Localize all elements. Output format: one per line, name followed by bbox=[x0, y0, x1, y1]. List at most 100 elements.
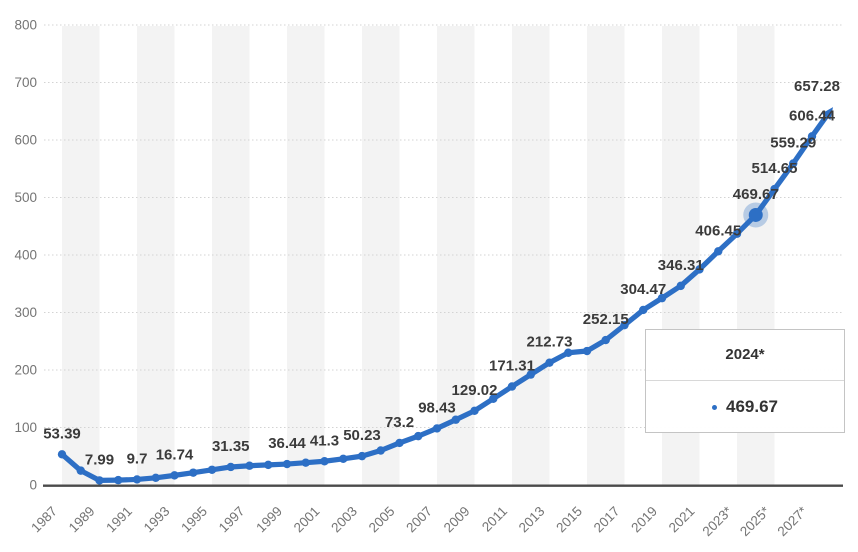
data-point[interactable] bbox=[507, 382, 517, 391]
x-axis-tick: 2003 bbox=[328, 504, 360, 536]
data-point[interactable] bbox=[545, 358, 554, 367]
data-point[interactable] bbox=[264, 460, 273, 470]
data-point[interactable] bbox=[414, 431, 423, 441]
x-axis-tick: 1989 bbox=[66, 504, 98, 536]
data-point[interactable] bbox=[57, 450, 67, 459]
data-point[interactable] bbox=[226, 462, 235, 472]
x-axis-tick: 2007 bbox=[403, 504, 435, 536]
data-point[interactable] bbox=[657, 293, 667, 303]
y-axis-label: 600 bbox=[14, 133, 37, 148]
data-label: 9.7 bbox=[127, 450, 148, 467]
data-point[interactable] bbox=[620, 320, 629, 330]
x-axis-tick: 2023* bbox=[700, 503, 736, 539]
x-axis-tick: 2017 bbox=[591, 504, 623, 536]
y-axis-label: 400 bbox=[14, 248, 37, 263]
y-axis-label: 200 bbox=[14, 363, 37, 378]
data-label: 406.45 bbox=[695, 222, 741, 239]
data-label: 304.47 bbox=[620, 281, 666, 298]
x-axis-label: 2003 bbox=[328, 504, 360, 536]
x-axis-label: 1991 bbox=[103, 504, 135, 536]
data-point[interactable] bbox=[732, 229, 742, 238]
x-axis-label: 1987 bbox=[28, 504, 60, 536]
x-axis-tick: 2015 bbox=[553, 504, 585, 536]
background-band bbox=[512, 26, 550, 485]
data-point[interactable] bbox=[470, 406, 479, 416]
data-point[interactable] bbox=[582, 346, 592, 356]
data-label: 53.39 bbox=[43, 425, 81, 442]
x-axis-tick: 1987 bbox=[28, 504, 60, 536]
data-point[interactable] bbox=[695, 265, 704, 274]
x-axis-tick: 1993 bbox=[141, 504, 173, 536]
data-label: 31.35 bbox=[212, 438, 250, 455]
data-point[interactable] bbox=[170, 471, 179, 480]
data-label: 346.31 bbox=[658, 257, 704, 274]
x-axis-label: 2025* bbox=[737, 503, 773, 539]
data-point[interactable] bbox=[114, 475, 123, 485]
data-point[interactable] bbox=[526, 370, 535, 379]
x-axis-label: 2005 bbox=[366, 504, 398, 536]
y-axis-label: 700 bbox=[14, 75, 37, 90]
x-axis-tick: 2021 bbox=[666, 504, 698, 536]
data-label: 514.65 bbox=[752, 160, 798, 177]
data-point[interactable] bbox=[76, 466, 85, 475]
data-label: 171.31 bbox=[489, 357, 535, 374]
data-label: 657.28 bbox=[794, 78, 840, 95]
series-marker-icon bbox=[712, 404, 717, 410]
x-axis-label: 2021 bbox=[666, 504, 698, 536]
data-point[interactable] bbox=[282, 459, 292, 469]
data-point[interactable] bbox=[207, 465, 217, 474]
tooltip-body: 469.67 bbox=[646, 381, 844, 433]
data-point[interactable] bbox=[95, 476, 104, 485]
data-point[interactable] bbox=[245, 461, 254, 470]
data-point[interactable] bbox=[376, 446, 385, 455]
x-axis-label: 1999 bbox=[253, 504, 285, 536]
data-point[interactable] bbox=[714, 247, 723, 256]
data-point[interactable] bbox=[451, 415, 460, 424]
data-points bbox=[57, 132, 817, 485]
data-point[interactable] bbox=[301, 458, 310, 467]
data-point[interactable] bbox=[320, 457, 329, 466]
data-point[interactable] bbox=[601, 335, 610, 345]
data-label: 7.99 bbox=[85, 451, 114, 468]
data-point[interactable] bbox=[357, 451, 367, 461]
x-axis-tick: 2027* bbox=[775, 503, 811, 539]
x-axis-tick: 2025* bbox=[737, 503, 773, 539]
y-axis-label: 800 bbox=[14, 18, 37, 33]
data-label: 36.44 bbox=[268, 435, 306, 452]
data-point[interactable] bbox=[339, 454, 348, 464]
data-label: 50.23 bbox=[343, 427, 381, 444]
data-point[interactable] bbox=[432, 424, 442, 433]
y-axis-label: 100 bbox=[14, 420, 37, 435]
data-point[interactable] bbox=[151, 473, 160, 483]
data-point[interactable] bbox=[489, 394, 498, 403]
data-label: 73.2 bbox=[385, 414, 414, 431]
data-label: 606.44 bbox=[789, 107, 836, 124]
data-point[interactable] bbox=[189, 468, 198, 477]
data-label: 212.73 bbox=[527, 334, 573, 351]
data-point[interactable] bbox=[789, 159, 798, 168]
x-axis-tick: 2005 bbox=[366, 504, 398, 536]
x-axis-tick: 2009 bbox=[441, 504, 473, 536]
data-point[interactable] bbox=[807, 132, 817, 141]
data-point[interactable] bbox=[639, 305, 648, 315]
background-band bbox=[212, 26, 250, 485]
data-point[interactable] bbox=[395, 438, 404, 448]
hovered-point[interactable] bbox=[748, 207, 763, 222]
x-axis-tick: 1999 bbox=[253, 504, 285, 536]
x-axis-label: 1997 bbox=[216, 504, 248, 536]
x-axis-label: 2001 bbox=[291, 504, 323, 536]
x-axis-label: 2011 bbox=[479, 504, 510, 535]
data-point[interactable] bbox=[132, 475, 142, 484]
x-axis-label: 2027* bbox=[775, 503, 811, 539]
data-point[interactable] bbox=[770, 184, 779, 194]
x-axis-labels: 1987 1989 1991 1993 1995 1997 1999 2001 2003 2005… bbox=[28, 503, 810, 539]
data-point[interactable] bbox=[676, 281, 685, 291]
data-point[interactable] bbox=[564, 348, 573, 357]
gridlines bbox=[44, 24, 843, 428]
tooltip-value: 469.67 bbox=[726, 397, 778, 416]
y-axis-labels: 0 100 200 300 400 500 600 700 800 bbox=[14, 18, 37, 493]
x-axis-label: 1993 bbox=[141, 504, 173, 536]
x-axis-label: 2009 bbox=[441, 504, 473, 536]
